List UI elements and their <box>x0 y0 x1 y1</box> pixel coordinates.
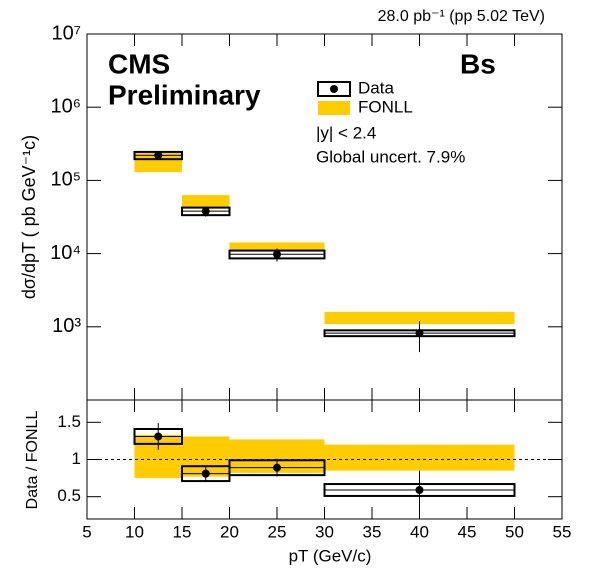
ratio-frame <box>86 399 563 520</box>
legend-marker <box>330 85 338 93</box>
legend-swatch <box>318 101 350 115</box>
x-tick-label: 30 <box>315 522 334 541</box>
x-tick-label: 50 <box>505 522 524 541</box>
y-tick-label: 10³ <box>52 315 81 337</box>
x-tick-label: 10 <box>125 522 144 541</box>
y-tick-label: 10⁵ <box>50 169 81 191</box>
fonll-band <box>229 242 325 251</box>
chart-title: 28.0 pb⁻¹ (pp 5.02 TeV) <box>378 8 545 25</box>
fonll-band <box>324 444 515 471</box>
data-point <box>154 432 163 441</box>
x-tick-label: 45 <box>458 522 477 541</box>
x-tick-label: 5 <box>82 522 91 541</box>
y-tick-label: 10⁷ <box>52 22 81 44</box>
data-point <box>201 207 210 216</box>
annotation: Bs <box>460 48 496 79</box>
data-point <box>273 463 281 472</box>
annotation: |y| < 2.4 <box>316 123 376 142</box>
ratio-y-axis-label: Data / FONLL <box>24 411 41 510</box>
fonll-band <box>134 152 182 173</box>
legend-label: FONLL <box>358 97 413 116</box>
x-tick-label: 15 <box>173 522 192 541</box>
legend-swatch <box>317 81 351 97</box>
x-tick-label: 35 <box>363 522 382 541</box>
y-tick-label: 1.5 <box>57 412 81 431</box>
x-tick-label: 20 <box>220 522 239 541</box>
data-point <box>154 151 163 160</box>
y-tick-label: 0.5 <box>57 486 81 505</box>
y-axis-label: dσ/dpT ( pb GeV⁻¹c) <box>19 135 39 299</box>
x-tick-label: 55 <box>553 522 572 541</box>
fonll-band <box>324 311 515 325</box>
annotation: Preliminary <box>108 79 261 110</box>
x-tick-label: 25 <box>268 522 287 541</box>
data-point <box>201 469 210 478</box>
data-point <box>415 485 424 494</box>
x-tick-label: 40 <box>410 522 429 541</box>
x-axis-label: pT (GeV/c) <box>289 546 372 565</box>
data-point <box>273 250 281 259</box>
y-tick-label: 10⁴ <box>50 242 81 264</box>
y-tick-label: 10⁶ <box>51 95 81 117</box>
y-tick-label: 1 <box>72 449 81 468</box>
annotation: Global uncert. 7.9% <box>316 147 465 166</box>
data-point <box>415 329 424 338</box>
legend-label: Data <box>358 78 394 97</box>
annotation: CMS <box>108 48 170 79</box>
fonll-band <box>182 195 230 208</box>
